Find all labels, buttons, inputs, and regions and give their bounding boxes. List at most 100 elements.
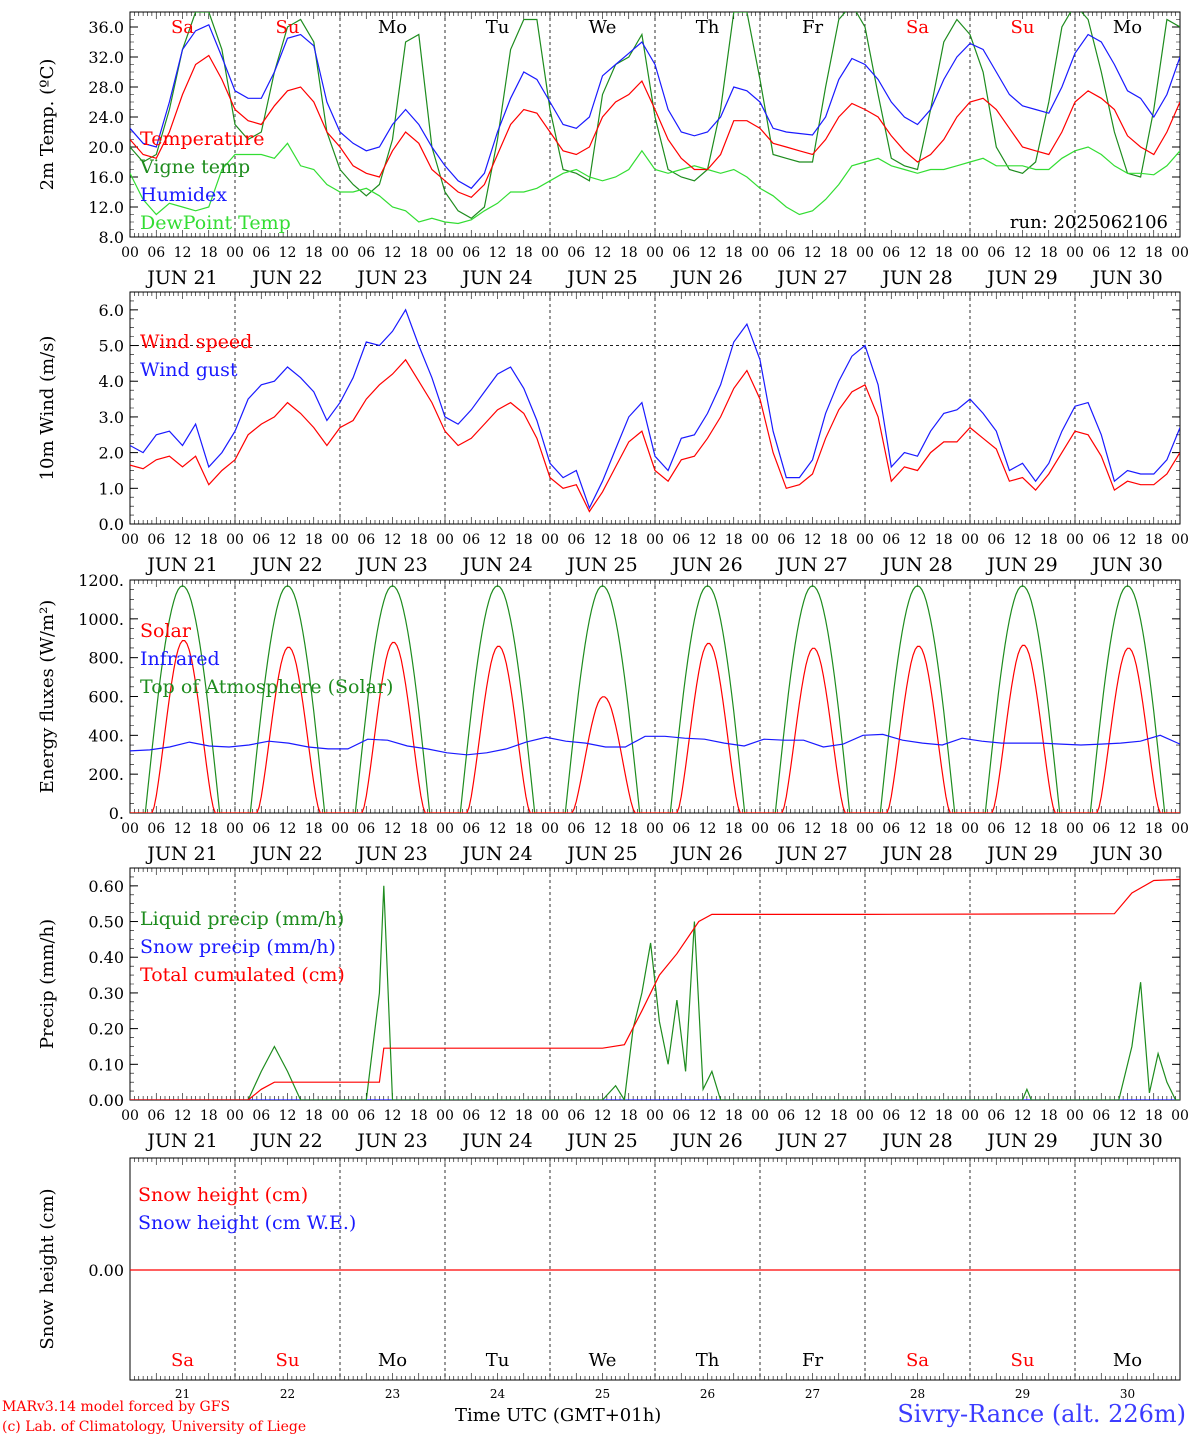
energy-hour-label: 00 [541,821,559,837]
wind-y-minor-ticks [130,291,1180,525]
temperature-hour-label: 12 [489,245,507,261]
temperature-y-tick-label: 24.0 [88,108,124,127]
precip-date-label: JUN 27 [775,1130,847,1152]
precip-hour-label: 06 [1092,1108,1110,1124]
precip-date-label: JUN 29 [985,1130,1057,1152]
temperature-hour-label: 12 [384,245,402,261]
energy-date-label: JUN 30 [1090,843,1162,865]
energy-hour-label: 18 [200,821,218,837]
temperature-y-axis-label: 2m Temp. (ºC) [37,59,58,191]
precip-hour-label: 00 [226,1108,244,1124]
temperature-date-label: JUN 30 [1090,267,1162,289]
wind-hour-label: 00 [331,532,349,548]
temperature-legend-item: Humidex [140,184,227,206]
precip-hour-label: 12 [279,1108,297,1124]
series-solar [130,640,1180,813]
precip-y-tick-label: 0.10 [88,1055,124,1074]
wind-hour-label: 00 [436,532,454,548]
series-wind-gust [130,308,1180,510]
temperature-date-label: JUN 24 [460,267,532,289]
temperature-hour-label: 00 [1171,245,1189,261]
energy-hour-label: 18 [620,821,638,837]
wind-hour-label: 12 [489,532,507,548]
bottom-day-label: Fr [802,1350,823,1371]
temperature-hour-label: 06 [777,245,795,261]
panel-temperature: 8.0 12.0 16.0 20.0 24.0 28.0 32.0 36.0 2m Temp. … [37,11,1189,289]
energy-hour-label: 12 [909,821,927,837]
wind-y-axis-label: 10m Wind (m/s) [37,336,58,481]
temperature-hour-label: 18 [410,245,428,261]
precip-hour-label: 18 [410,1108,428,1124]
bottom-date-label: 27 [805,1387,820,1401]
wind-date-label: JUN 29 [985,554,1057,576]
wind-hour-label: 12 [279,532,297,548]
precip-hour-label: 12 [699,1108,717,1124]
temperature-y-tick-label: 20.0 [88,138,124,157]
panel-energy: 0. 200. 400. 600. 800. 1000. 1200. Energy fluxe… [37,571,1189,865]
precip-y-tick-label: 0.40 [88,948,124,967]
precip-hour-label: 06 [462,1108,480,1124]
precip-hour-label: 00 [436,1108,454,1124]
precip-hour-label: 12 [804,1108,822,1124]
energy-hour-label: 00 [1066,821,1084,837]
bottom-day-label: Tu [486,1350,510,1371]
temperature-hour-label: 12 [279,245,297,261]
wind-hour-label: 06 [147,532,165,548]
wind-date-label: JUN 22 [250,554,322,576]
temperature-x-ticks [129,12,1181,237]
precip-hour-label: 00 [751,1108,769,1124]
bottom-day-label: Sa [171,1350,194,1371]
lab-credit: (c) Lab. of Climatology, University of L… [2,1419,307,1435]
energy-date-label: JUN 27 [775,843,847,865]
temperature-hour-label: 18 [1040,245,1058,261]
precip-hour-label: 18 [515,1108,533,1124]
bottom-day-label: Sa [906,1350,929,1371]
wind-hour-label: 18 [515,532,533,548]
energy-x-ticks [129,580,1181,813]
bottom-date-label: 25 [595,1387,610,1401]
station-name: Sivry-Rance (alt. 226m) [897,1400,1186,1428]
wind-hour-label: 18 [200,532,218,548]
temperature-date-label: JUN 22 [250,267,322,289]
wind-hour-label: 00 [541,532,559,548]
energy-date-label: JUN 24 [460,843,532,865]
energy-hour-label: 12 [279,821,297,837]
wind-hour-label: 06 [567,532,585,548]
panel-wind: 0.0 1.0 2.0 3.0 4.0 5.0 6.0 10m Wind (m/s) Wind … [37,291,1189,576]
energy-hour-label: 18 [305,821,323,837]
precip-hour-label: 18 [305,1108,323,1124]
wind-legend-item: Wind gust [140,359,238,381]
temperature-hour-label: 12 [1119,245,1137,261]
temperature-hour-label: 12 [1014,245,1032,261]
series-total-cumulated [130,878,1180,1100]
energy-hour-label: 06 [357,821,375,837]
precip-y-tick-label: 0.60 [88,877,124,896]
temperature-hour-label: 00 [226,245,244,261]
wind-date-label: JUN 24 [460,554,532,576]
wind-date-label: JUN 30 [1090,554,1162,576]
temperature-hour-label: 06 [357,245,375,261]
wind-y-tick-label: 2.0 [99,444,124,463]
precip-hour-label: 18 [1145,1108,1163,1124]
bottom-date-label: 28 [910,1387,925,1401]
temperature-y-tick-label: 16.0 [88,168,124,187]
energy-hour-label: 06 [672,821,690,837]
temperature-hour-label: 18 [830,245,848,261]
temperature-hour-label: 18 [305,245,323,261]
energy-y-tick-label: 400. [88,726,124,745]
wind-hour-label: 06 [777,532,795,548]
precip-hour-label: 06 [777,1108,795,1124]
wind-hour-label: 18 [725,532,743,548]
precip-hour-label: 00 [541,1108,559,1124]
energy-hour-label: 12 [174,821,192,837]
wind-hour-label: 18 [305,532,323,548]
energy-hour-label: 18 [830,821,848,837]
energy-hour-label: 18 [1145,821,1163,837]
precip-y-axis-label: Precip (mm/h) [37,919,58,1049]
temperature-series [130,12,1180,225]
energy-hour-label: 06 [147,821,165,837]
energy-hour-label: 12 [489,821,507,837]
wind-hour-label: 12 [174,532,192,548]
series-infrared [130,733,1180,756]
energy-y-tick-label: 200. [88,765,124,784]
